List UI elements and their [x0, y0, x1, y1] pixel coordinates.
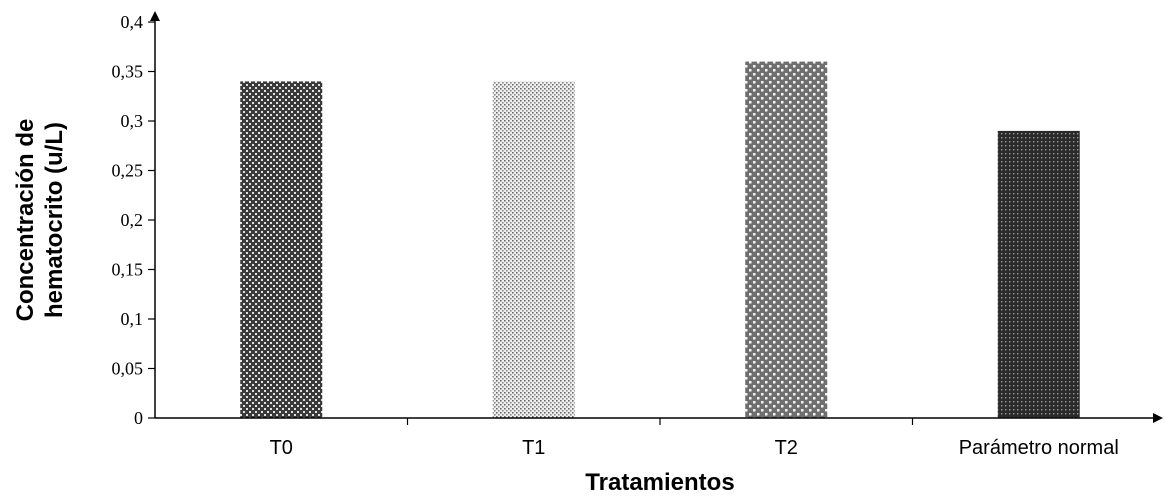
bar-t1 [492, 81, 575, 419]
y-tick-label: 0,2 [121, 210, 144, 230]
y-axis-title-line-2: hematocrito (u/L) [41, 122, 68, 318]
x-category-label: T0 [270, 437, 293, 459]
y-axis-title: Concentración de hematocrito (u/L) [12, 119, 68, 322]
y-tick-label: 0,1 [121, 309, 144, 329]
x-axis-ticks [406, 418, 914, 425]
y-tick-label: 0,25 [112, 161, 144, 181]
y-axis-title-line-1: Concentración de [12, 119, 39, 322]
x-category-label: T1 [522, 437, 545, 459]
y-tick-label: 0,15 [112, 260, 144, 280]
y-tick-label: 0,35 [112, 62, 144, 82]
x-axis-title: Tratamientos [585, 469, 734, 496]
bars-group [240, 61, 1080, 419]
bar-t0 [240, 81, 323, 419]
category-labels: T0 T1 T2 Parámetro normal [270, 437, 1119, 459]
y-tick-label: 0,4 [121, 12, 144, 32]
y-tick-label: 0,05 [112, 359, 144, 379]
x-category-label: T2 [775, 437, 798, 459]
bar-par-metro-normal [997, 130, 1080, 418]
y-tick-label: 0 [134, 408, 143, 428]
bar-t2 [745, 61, 828, 418]
x-category-label: Parámetro normal [959, 437, 1119, 459]
y-tick-label: 0,3 [121, 111, 144, 131]
y-axis-ticks: 0 0,05 0,1 0,15 0,2 0,25 0,3 0,35 0,4 [112, 12, 155, 428]
